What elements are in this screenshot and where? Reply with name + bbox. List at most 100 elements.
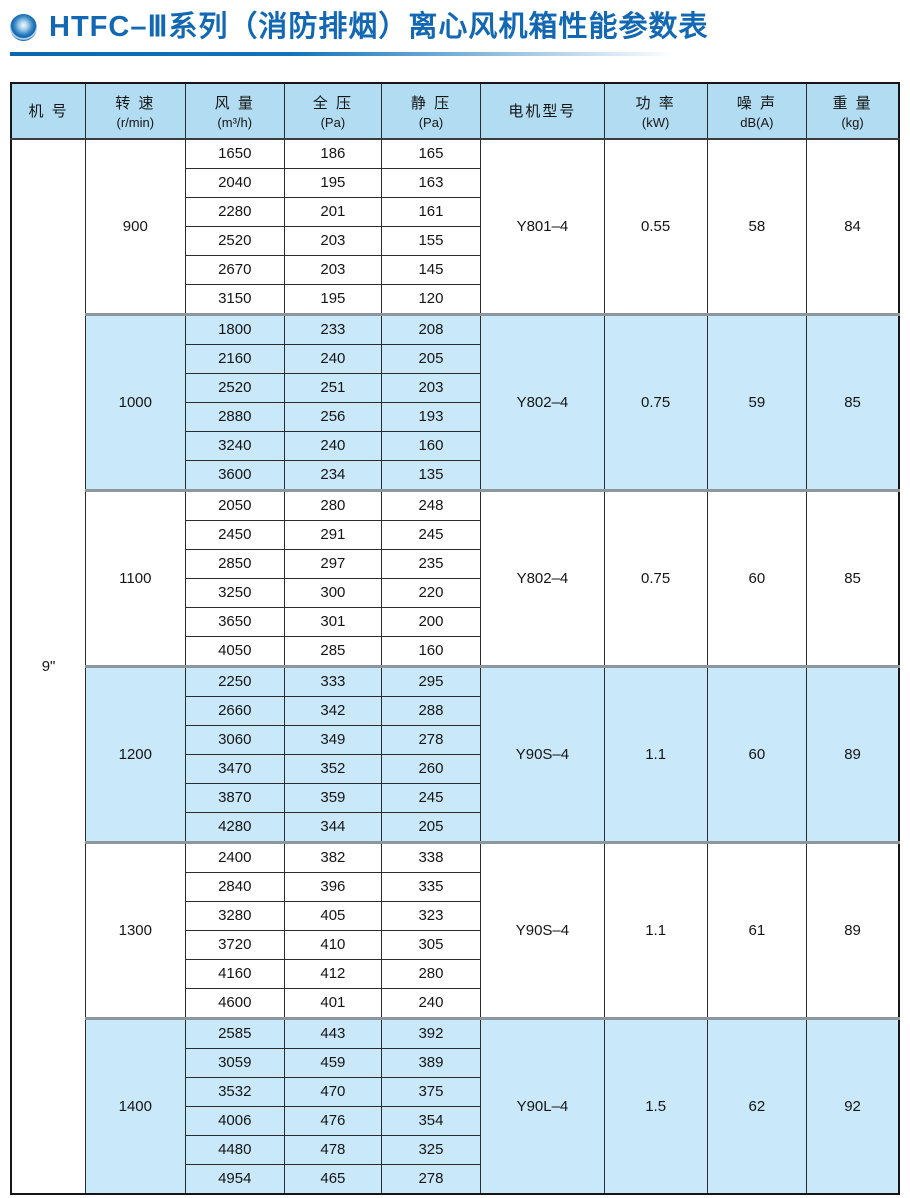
col-header-label: 功 率 [635,94,676,112]
cell-airflow: 3060 [184,724,285,755]
col-header-unit: (Pa) [418,114,444,130]
table-row: 2840 396 335 [11,871,899,902]
cell-airflow: 3532 [184,1076,285,1107]
table-row: 3600 234 135 [11,459,899,491]
cell-weight: 85 [806,312,900,491]
table-row: 1000 1800 233 208 Y802–4 0.75 59 85 [11,312,900,491]
col-header-unit: (Pa) [320,114,346,130]
cell-static-pressure: 135 [380,459,482,491]
cell-airflow: 3720 [184,929,285,960]
col-header-unit: (m³/h) [217,114,253,130]
cell-total-pressure: 476 [283,1105,382,1136]
cell-speed: 900 [85,138,186,315]
cell-static-pressure: 163 [380,167,482,198]
cell-static-pressure: 220 [380,577,482,608]
cell-total-pressure: 349 [283,724,382,755]
cell-noise: 62 [706,1016,808,1195]
cell-weight: 84 [806,138,900,315]
cell-power: 0.75 [603,488,708,667]
col-header-weight: 重 量 (kg) [806,82,900,140]
cell-total-pressure: 201 [283,196,382,227]
cell-airflow: 3280 [184,900,285,931]
cell-total-pressure: 342 [283,695,382,726]
cell-airflow: 2520 [184,372,285,403]
table-row: 1200 2250 333 295 Y90S–4 1.1 60 89 [11,664,900,843]
cell-total-pressure: 280 [283,488,382,521]
table-row: 3870 359 245 [11,782,899,813]
table-row: 3059 459 389 [11,1047,899,1078]
col-header-label: 风 量 [214,94,255,112]
cell-total-pressure: 251 [283,372,382,403]
cell-power: 1.1 [603,664,708,843]
cell-weight: 89 [806,840,900,1019]
cell-total-pressure: 470 [283,1076,382,1107]
cell-total-pressure: 405 [283,900,382,931]
cell-noise: 58 [706,138,808,315]
cell-airflow: 2660 [184,695,285,726]
col-header-unit: (kW) [641,114,670,130]
cell-static-pressure: 323 [380,900,482,931]
cell-total-pressure: 344 [283,811,382,843]
cell-total-pressure: 291 [283,519,382,550]
cell-total-pressure: 300 [283,577,382,608]
cell-static-pressure: 248 [380,488,482,521]
cell-airflow: 2250 [184,664,285,697]
table-row: 4160 412 280 [11,958,899,989]
table-row: 2520 203 155 [11,225,899,256]
cell-power: 1.1 [603,840,708,1019]
cell-total-pressure: 234 [283,459,382,491]
table-row: 3532 470 375 [11,1076,899,1107]
cell-airflow: 4050 [184,635,285,667]
cell-static-pressure: 305 [380,929,482,960]
cell-airflow: 4280 [184,811,285,843]
cell-static-pressure: 161 [380,196,482,227]
cell-total-pressure: 186 [283,138,382,169]
col-header-power: 功 率 (kW) [603,82,708,140]
table-row: 2520 251 203 [11,372,899,403]
cell-static-pressure: 160 [380,430,482,461]
cell-airflow: 2450 [184,519,285,550]
table-row: 3240 240 160 [11,430,899,461]
cell-airflow: 3470 [184,753,285,784]
cell-machine-size: 9" [10,138,87,1195]
cell-speed: 1200 [85,664,186,843]
table-row: 4954 465 278 [11,1163,899,1195]
cell-power: 0.55 [603,138,708,315]
cell-total-pressure: 297 [283,548,382,579]
cell-airflow: 2280 [184,196,285,227]
cell-static-pressure: 155 [380,225,482,256]
cell-static-pressure: 354 [380,1105,482,1136]
col-header-noise: 噪 声 dB(A) [706,82,808,140]
table-row: 4006 476 354 [11,1105,899,1136]
table-row: 3150 195 120 [11,283,899,315]
cell-motor: Y90L–4 [480,1016,605,1195]
cell-total-pressure: 443 [283,1016,382,1049]
cell-noise: 61 [706,840,808,1019]
cell-static-pressure: 165 [380,138,482,169]
col-header-label: 静 压 [410,94,452,112]
cell-total-pressure: 412 [283,958,382,989]
cell-airflow: 3059 [184,1047,285,1078]
performance-table: 机 号 转 速 (r/min) 风 量 (m³/h) 全 压 (Pa) 静 压 (Pa) 电机型号… [10,81,900,1195]
cell-airflow: 1800 [184,312,285,345]
cell-airflow: 2160 [184,343,285,374]
cell-total-pressure: 359 [283,782,382,813]
cell-motor: Y90S–4 [480,664,605,843]
cell-static-pressure: 295 [380,664,482,697]
cell-static-pressure: 335 [380,871,482,902]
col-header-unit: dB(A) [740,114,774,130]
table-row: 9" 900 1650 186 165 Y801–4 0.55 58 84 [10,138,900,1195]
col-header-static-pressure: 静 压 (Pa) [380,82,482,140]
table-row: 2850 297 235 [11,548,899,579]
cell-motor: Y801–4 [480,138,605,315]
cell-static-pressure: 160 [380,635,482,667]
cell-total-pressure: 401 [283,987,382,1019]
table-row: 1300 2400 382 338 Y90S–4 1.1 61 89 [11,840,900,1019]
col-header-speed: 转 速 (r/min) [85,82,186,140]
cell-static-pressure: 205 [380,343,482,374]
cell-static-pressure: 280 [380,958,482,989]
cell-total-pressure: 203 [283,225,382,256]
cell-airflow: 2585 [184,1016,285,1049]
cell-total-pressure: 285 [283,635,382,667]
table-row: 3720 410 305 [11,929,899,960]
